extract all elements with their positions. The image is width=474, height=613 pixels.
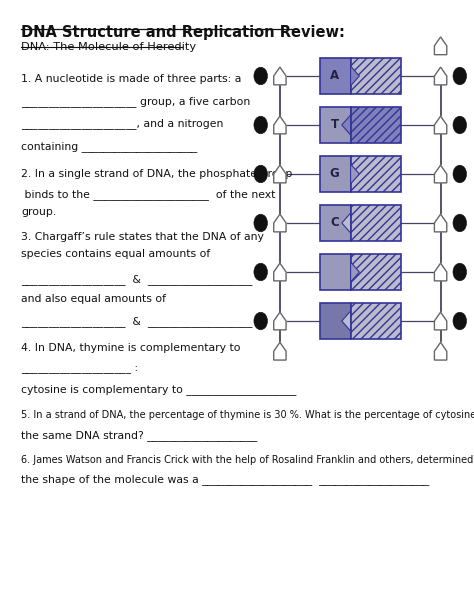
Polygon shape (273, 312, 286, 330)
Polygon shape (434, 263, 447, 281)
Text: cytosine is complementary to ____________________: cytosine is complementary to ___________… (21, 384, 297, 395)
Circle shape (254, 214, 267, 232)
Circle shape (254, 67, 267, 85)
Text: ____________________ :: ____________________ : (21, 364, 138, 373)
Polygon shape (434, 342, 447, 360)
Polygon shape (342, 115, 351, 135)
Circle shape (453, 116, 466, 134)
Bar (351, 107, 401, 143)
Text: 6. James Watson and Francis Crick with the help of Rosalind Franklin and others,: 6. James Watson and Francis Crick with t… (21, 455, 474, 465)
Text: T: T (330, 118, 339, 132)
Polygon shape (273, 67, 286, 85)
Bar (351, 254, 401, 290)
Polygon shape (434, 116, 447, 134)
Text: and also equal amounts of: and also equal amounts of (21, 294, 166, 303)
Polygon shape (273, 116, 286, 134)
Text: _____________________ group, a five carbon: _____________________ group, a five carb… (21, 96, 251, 107)
Polygon shape (434, 67, 447, 85)
Circle shape (453, 214, 466, 232)
Polygon shape (273, 342, 286, 360)
Bar (320, 107, 351, 143)
Polygon shape (434, 214, 447, 232)
Polygon shape (273, 263, 286, 281)
Bar (320, 303, 351, 339)
Text: group.: group. (21, 207, 56, 216)
Circle shape (254, 312, 267, 330)
Bar (320, 156, 351, 192)
Text: C: C (330, 216, 339, 229)
Text: G: G (330, 167, 339, 180)
Polygon shape (342, 311, 351, 331)
Bar (351, 303, 401, 339)
Circle shape (254, 263, 267, 281)
Circle shape (453, 67, 466, 85)
Bar (320, 205, 351, 241)
Text: _____________________, and a nitrogen: _____________________, and a nitrogen (21, 118, 224, 129)
Polygon shape (434, 312, 447, 330)
Bar (351, 156, 401, 192)
Text: containing _____________________: containing _____________________ (21, 141, 198, 152)
Text: 3. Chargaff’s rule states that the DNA of any: 3. Chargaff’s rule states that the DNA o… (21, 232, 264, 242)
Text: 5. In a strand of DNA, the percentage of thymine is 30 %. What is the percentage: 5. In a strand of DNA, the percentage of… (21, 410, 474, 420)
Polygon shape (351, 66, 359, 86)
Circle shape (453, 166, 466, 183)
Polygon shape (351, 262, 359, 282)
Polygon shape (434, 37, 447, 55)
Text: 2. In a single strand of DNA, the phosphate group: 2. In a single strand of DNA, the phosph… (21, 169, 293, 178)
Text: ___________________  &  ___________________: ___________________ & __________________… (21, 316, 253, 327)
Polygon shape (434, 165, 447, 183)
Bar (351, 205, 401, 241)
Text: binds to the _____________________  of the next: binds to the _____________________ of th… (21, 189, 276, 200)
Bar (320, 58, 351, 94)
Text: the shape of the molecule was a ____________________  ____________________: the shape of the molecule was a ________… (21, 474, 429, 485)
Text: the same DNA strand? ____________________: the same DNA strand? ___________________… (21, 430, 257, 441)
Text: 1. A nucleotide is made of three parts: a: 1. A nucleotide is made of three parts: … (21, 74, 242, 83)
Circle shape (254, 166, 267, 183)
Polygon shape (351, 164, 359, 184)
Circle shape (254, 116, 267, 134)
Polygon shape (273, 214, 286, 232)
Text: DNA Structure and Replication Review:: DNA Structure and Replication Review: (21, 25, 345, 39)
Bar (320, 254, 351, 290)
Polygon shape (342, 213, 351, 233)
Text: species contains equal amounts of: species contains equal amounts of (21, 249, 210, 259)
Text: A: A (330, 69, 339, 83)
Text: ___________________  &  ___________________: ___________________ & __________________… (21, 274, 253, 285)
Bar (351, 58, 401, 94)
Text: DNA: The Molecule of Heredity: DNA: The Molecule of Heredity (21, 42, 196, 51)
Circle shape (453, 263, 466, 281)
Circle shape (453, 312, 466, 330)
Text: 4. In DNA, thymine is complementary to: 4. In DNA, thymine is complementary to (21, 343, 241, 352)
Polygon shape (273, 165, 286, 183)
